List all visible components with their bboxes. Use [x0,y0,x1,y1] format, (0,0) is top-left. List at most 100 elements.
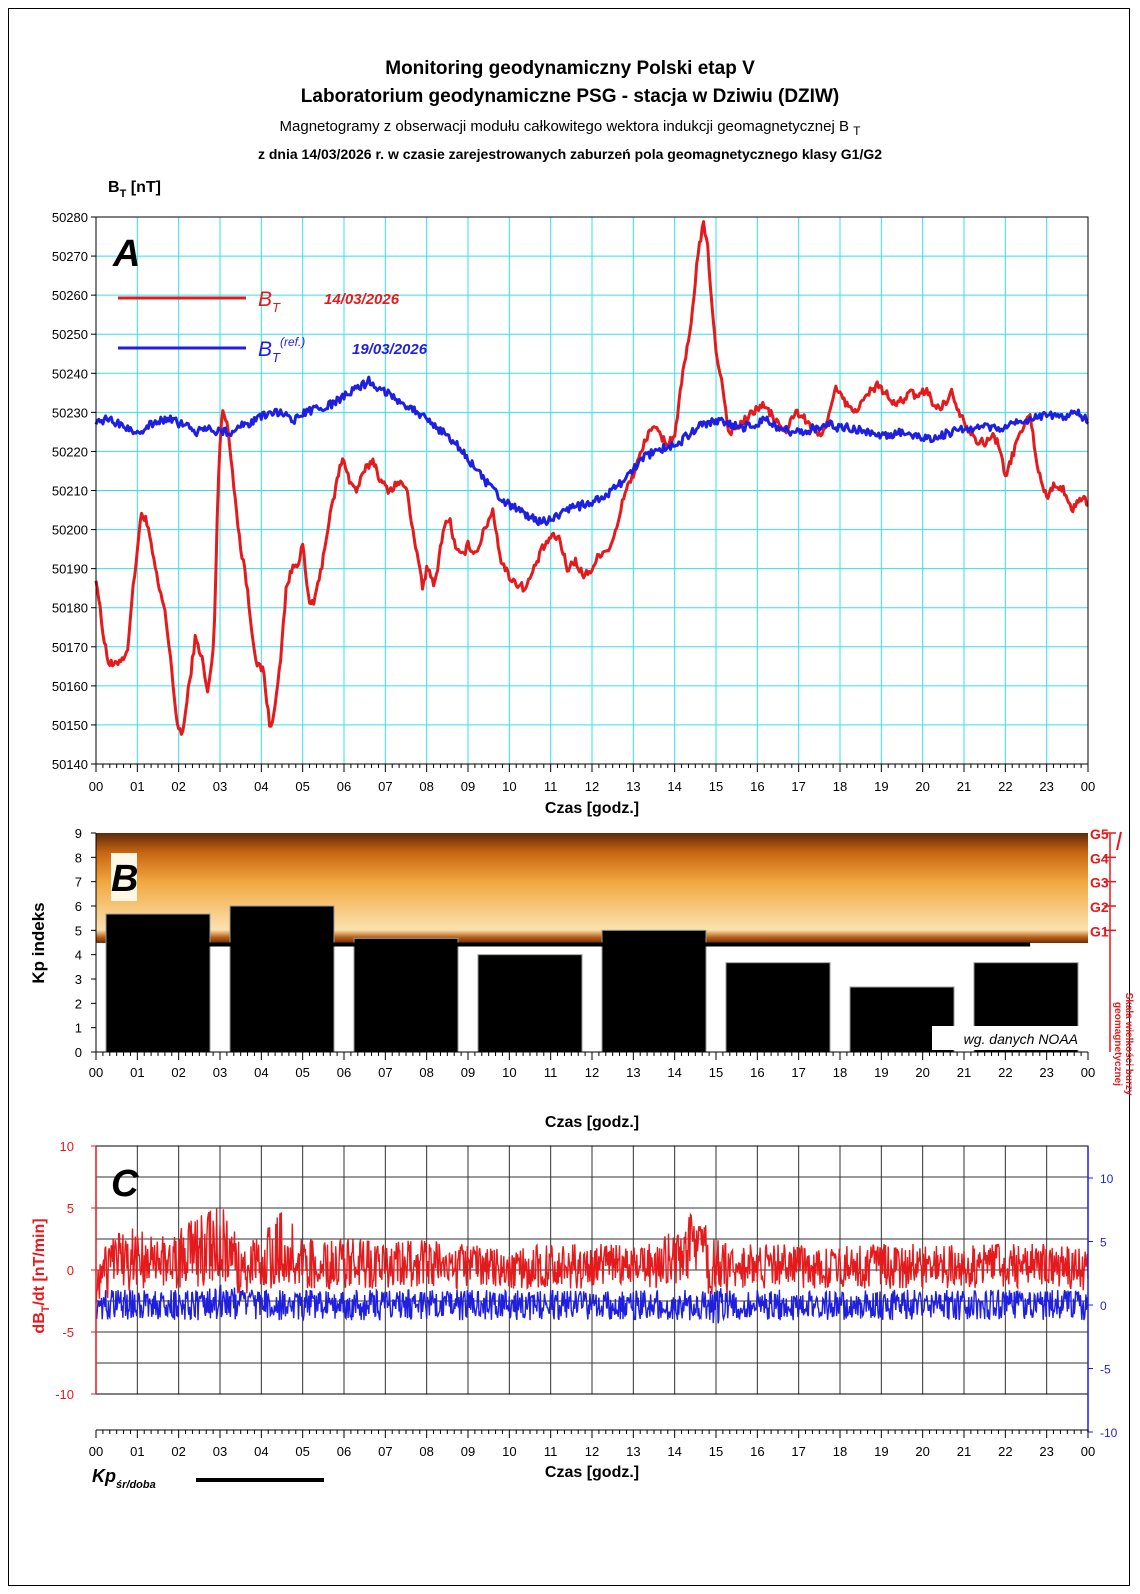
x-tick-label: 22 [998,779,1012,794]
panel-c-x-ticks: 00 01 02 03 04 05 06 07 08 09 10 11 12 13 14 15 16 17 18 19… [89,1430,1095,1459]
series-line [95,1207,1089,1304]
subtitle-text: Magnetogramy z obserwacji modułu całkowi… [279,118,849,135]
kp-bar [477,954,583,1053]
x-tick-label: 09 [461,779,475,794]
storm-level-label: G3 [1090,875,1109,891]
title-line-1: Monitoring geodynamiczny Polski etap V [385,58,755,79]
x-tick-label: 02 [171,1065,185,1080]
x-tick-label: 12 [585,779,599,794]
y-tick-label: 50160 [52,679,88,694]
subtitle-line-2: z dnia 14/03/2026 r. w czasie zarejestro… [257,146,883,162]
storm-scale-labels: G1 G2 G3 G4 G5 [1090,826,1116,939]
y-tick-label: 50250 [52,327,88,342]
y-tick-label: 50170 [52,640,88,655]
panel-a: BT [nT] 50140501505016050170501805019050… [52,179,1095,817]
panel-a-frame [95,216,1089,765]
x-tick-label: 03 [213,1444,227,1459]
figure-frame [8,8,1130,1586]
y-tick-label: 5 [67,1201,74,1216]
x-tick-label: 18 [833,1065,847,1080]
x-tick-label: 23 [1039,779,1053,794]
panel-c-ylabel: dBT/dt [nT/min] [31,1218,52,1333]
x-tick-label: 02 [171,1444,185,1459]
x-tick-label: 11 [544,1065,558,1080]
x-tick-label: 15 [709,1065,723,1080]
y-tick-label: 50270 [52,249,88,264]
storm-scale-title: Skala wielkości burzygeomagnetycznej [1112,993,1134,1096]
x-tick-label: 07 [378,1444,392,1459]
y-tick-label: -10 [55,1387,74,1402]
noaa-note: wg. danych NOAA [964,1031,1078,1047]
x-tick-label: 06 [337,1444,351,1459]
series-line [94,220,1089,736]
title-line-2: Laboratorium geodynamiczne PSG - stacja … [300,86,840,107]
kp-bar [353,937,459,1053]
x-tick-label: 18 [833,1444,847,1459]
y-tick-label: -5 [1100,1363,1111,1377]
kp-bar [229,905,335,1053]
y-tick-label: 50140 [52,757,88,772]
x-tick-label: 18 [833,779,847,794]
y-tick-label: 0 [67,1263,74,1278]
x-tick-label: 21 [957,1444,971,1459]
x-tick-label: 05 [295,1444,309,1459]
panel-a-xlabel: Czas [godz.] [545,800,639,817]
storm-level-label: G5 [1090,826,1109,842]
y-tick-label: 10 [1100,1172,1114,1186]
x-tick-label: 13 [626,1065,640,1080]
panel-a-legend: BT 14/03/2026 BT(ref.) 19/03/2026 [118,288,428,365]
panel-c-left-ticks: -10 -5 0 5 10 [55,1139,96,1402]
panel-a-series [94,220,1090,736]
x-tick-label: 19 [874,1444,888,1459]
noaa-note-bg [932,1026,1084,1050]
panel-c-letter: C [111,1163,139,1205]
subtitle-subscript: T [853,124,861,138]
panel-b-letter-bg [111,853,137,901]
panel-b-letter: B [111,858,138,900]
storm-level-label: G4 [1090,850,1109,866]
panel-c-right-ticks: -10 -5 0 5 10 [1088,1172,1118,1440]
x-tick-label: 14 [667,779,681,794]
panel-a-y-ticks: 50140 50150 50160 50170 50180 50190 50200 50210… [52,210,96,772]
x-tick-label: 07 [378,1065,392,1080]
x-tick-label: 16 [750,1444,764,1459]
x-tick-label: 06 [337,779,351,794]
panel-b-x-ticks: 00 01 02 03 04 05 06 07 08 09 10 11 12 13 14 15 16 17 18 19… [89,1052,1095,1080]
x-tick-label: 11 [544,779,558,794]
y-tick-label: 50210 [52,484,88,499]
y-tick-label: 5 [75,923,82,938]
legend-date-bt-ref: 19/03/2026 [352,341,428,358]
y-tick-label: 50230 [52,405,88,420]
x-tick-label: 01 [130,779,144,794]
x-tick-label: 01 [130,1065,144,1080]
storm-scale-arrow [1116,831,1122,851]
x-tick-label: 00 [1081,1065,1095,1080]
x-tick-label: 05 [295,779,309,794]
x-tick-label: 21 [957,779,971,794]
x-tick-label: 08 [419,1065,433,1080]
panel-b-y-ticks: 0 1 2 3 4 5 6 7 8 9 [75,826,96,1060]
x-tick-label: 04 [254,1444,268,1459]
x-tick-label: 14 [667,1444,681,1459]
x-tick-label: 09 [461,1444,475,1459]
kp-mean-legend-label: Kpśr/doba [92,1466,156,1491]
storm-level-label: G2 [1090,899,1109,915]
x-tick-label: 08 [419,1444,433,1459]
y-tick-label: 0 [75,1045,82,1060]
panel-b-xlabel: Czas [godz.] [545,1114,639,1131]
x-tick-label: 00 [1081,1444,1095,1459]
legend-label-bt-ref: BT(ref.) [258,335,305,365]
y-tick-label: 9 [75,826,82,841]
y-tick-label: 50280 [52,210,88,225]
y-tick-label: 2 [75,996,82,1011]
x-tick-label: 22 [998,1065,1012,1080]
x-tick-label: 20 [915,779,929,794]
x-tick-label: 16 [750,1065,764,1080]
x-tick-label: 03 [213,1065,227,1080]
y-tick-label: -5 [62,1325,74,1340]
legend-date-bt: 14/03/2026 [324,291,400,308]
y-tick-label: -10 [1100,1426,1118,1440]
y-tick-label: 6 [75,899,82,914]
